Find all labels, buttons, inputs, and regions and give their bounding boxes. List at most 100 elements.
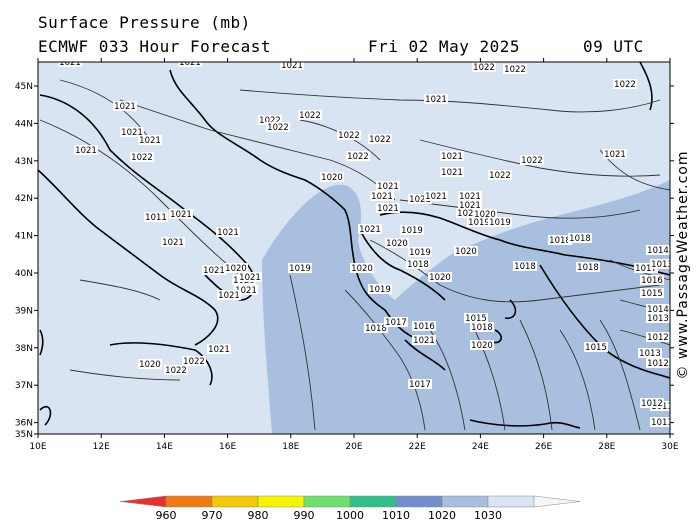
isobar-label-box — [646, 313, 670, 323]
legend-label: 960 — [156, 509, 177, 522]
isobar-label: 1019 — [468, 218, 490, 228]
isobar-label-box — [576, 262, 600, 272]
isobar-label: 1021 — [121, 128, 143, 138]
lon-label: 12E — [93, 442, 110, 452]
isobar-label-box — [412, 335, 436, 345]
isobar-label: 1021 — [377, 204, 399, 214]
lat-label: 43N — [15, 157, 33, 167]
isobar-label: 1018 — [514, 262, 536, 272]
isobar-label-box — [458, 200, 482, 210]
legend-colorbar — [119, 495, 581, 508]
isobar-label-box — [454, 246, 478, 256]
isobar-label-box — [217, 290, 241, 300]
isobar-label-box — [634, 263, 658, 273]
isobar-label: 1012 — [647, 359, 669, 369]
lon-label: 30E — [661, 442, 678, 452]
isobar-label-box — [467, 217, 491, 227]
legend-swatch — [395, 495, 443, 508]
isobar-label-box — [548, 235, 572, 245]
legend-label: 1010 — [382, 509, 410, 522]
isobar-label: 1021 — [75, 146, 97, 156]
isobar-label-box — [640, 398, 664, 408]
isobar-label: 1022 — [131, 153, 153, 163]
isobar-label-box — [464, 313, 488, 323]
isobar-label: 1017 — [409, 380, 431, 390]
isobar-label-box — [640, 275, 664, 285]
isobar-label: 1021 — [359, 225, 381, 235]
isobar-label-box — [470, 322, 494, 332]
isobar-label: 1022 — [165, 366, 187, 376]
lon-label: 20E — [345, 442, 362, 452]
isobar-label-box — [169, 209, 193, 219]
isobar-label: 1018 — [365, 324, 387, 334]
isobar-label: 1022 — [347, 152, 369, 162]
isobar-label: 1022 — [267, 123, 289, 133]
isobar-label-box — [408, 379, 432, 389]
isobar-label: 1017 — [635, 264, 657, 274]
isobar-label-box — [472, 62, 496, 72]
isobars — [39, 79, 670, 431]
legend-swatch — [349, 495, 397, 508]
isobar-label-box — [138, 135, 162, 145]
isobar-label: 1016 — [413, 322, 435, 332]
isobar-label-box — [358, 224, 382, 234]
isobar-label: 1021 — [409, 195, 431, 205]
isobar-label: 1021 — [425, 192, 447, 202]
isobar-label: 1020 — [225, 264, 247, 274]
isobar-label-box — [370, 191, 394, 201]
isobar-label: 1021 — [218, 291, 240, 301]
isobar-label-box — [638, 348, 662, 358]
pressure-map: 1021 1021 1021 1022 102210221021102110211022… — [15, 58, 679, 458]
isobar-label: 1020 — [474, 210, 496, 220]
legend-label: 1000 — [336, 509, 364, 522]
lat-label: 45N — [15, 82, 33, 92]
isobar-label-box — [376, 181, 400, 191]
isobar-label: 1021 — [139, 136, 161, 146]
isobar-label: 1021 — [371, 192, 393, 202]
isobar-label-box — [440, 151, 464, 161]
forecast-time: 09 UTC — [583, 37, 644, 56]
isobar-label-box — [161, 237, 185, 247]
isobar-label: 1022 — [521, 156, 543, 166]
isobar-label-box — [182, 356, 206, 366]
isobar-label: 1021 — [59, 58, 81, 68]
lat-label: 41N — [15, 232, 33, 242]
isobar-label: 1015 — [465, 314, 487, 324]
isobar-label: 1021 — [114, 102, 136, 112]
credit-watermark: © www.PassageWeather.com — [675, 150, 691, 380]
isobar-label: 1021 — [235, 286, 257, 296]
isobar-label-box — [376, 203, 400, 213]
isobar-label-box — [234, 285, 258, 295]
isobar-label-box — [164, 365, 188, 375]
isobar-label-box — [406, 259, 430, 269]
isobar-label-box — [503, 64, 527, 74]
lon-label: 24E — [472, 442, 489, 452]
forecast-model: ECMWF 033 Hour Forecast — [38, 37, 272, 56]
isobar-label: 1021 — [459, 192, 481, 202]
isobar-label-box — [646, 245, 670, 255]
isobar-label-box — [320, 172, 344, 182]
isobar-label-box — [513, 261, 537, 271]
isobar-label-box — [408, 194, 432, 204]
isobar-label: 1020 — [386, 239, 408, 249]
isobar-label-box — [266, 122, 290, 132]
isobar-label-box — [584, 342, 608, 352]
isobar-label-box — [458, 191, 482, 201]
legend-swatch-end — [533, 495, 581, 508]
lat-label: 42N — [15, 194, 33, 204]
isobar-label: 1012 — [641, 399, 663, 409]
isobar-label-box — [508, 448, 532, 458]
isobar-label-box — [428, 272, 452, 282]
isobar-label-box — [288, 263, 312, 273]
isobar-label: 1013 — [639, 349, 661, 359]
isobar-label-box — [384, 317, 408, 327]
isobar-label: 1021 — [441, 152, 463, 162]
isobar-label-box — [202, 265, 226, 275]
isobar-label-box — [646, 304, 670, 314]
isobar-label-box — [74, 145, 98, 155]
isobar-label: 1021 — [413, 336, 435, 346]
isobar-label: 1019 — [289, 264, 311, 274]
lon-label: 28E — [598, 442, 615, 452]
isobar-label-box — [138, 359, 162, 369]
isobar-label-box — [178, 62, 202, 67]
